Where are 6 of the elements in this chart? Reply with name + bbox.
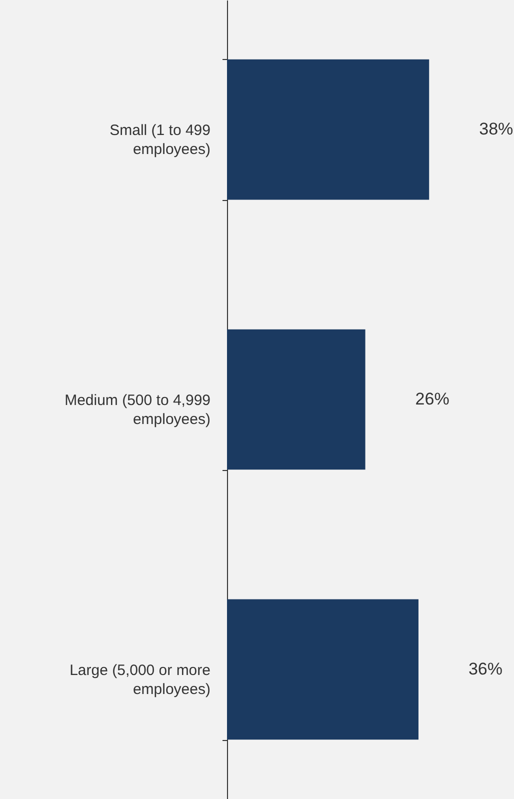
y-tick-label: Small (1 to 499 employees) <box>110 122 210 158</box>
data-label: 36% <box>468 659 503 678</box>
y-tick-label: Medium (500 to 4,999 employees) <box>64 392 210 428</box>
y-tick-label: Large (5,000 or more employees) <box>70 662 210 698</box>
data-label: 38% <box>479 120 514 139</box>
data-label: 26% <box>415 390 450 408</box>
